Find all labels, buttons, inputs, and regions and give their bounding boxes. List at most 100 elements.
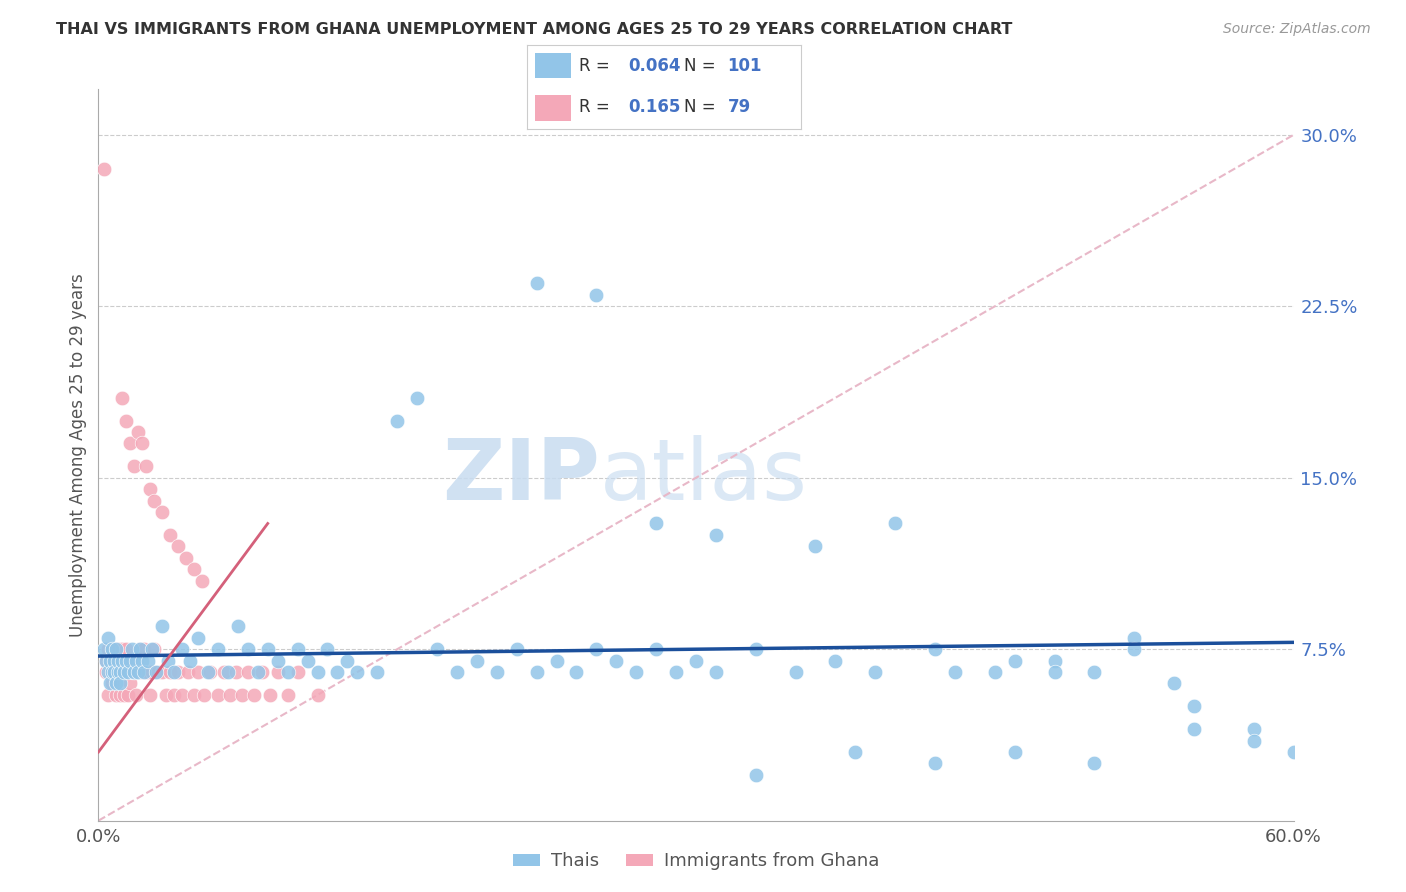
Point	[121, 665, 143, 679]
Point	[121, 642, 143, 657]
FancyBboxPatch shape	[536, 95, 571, 120]
Point	[605, 654, 627, 668]
Point	[546, 654, 568, 668]
Point	[943, 665, 966, 679]
Point	[124, 665, 146, 679]
Point	[139, 688, 162, 702]
Point	[124, 665, 146, 679]
Point	[120, 676, 142, 690]
Point	[103, 654, 125, 668]
Point	[105, 642, 128, 657]
Point	[145, 665, 167, 679]
Point	[485, 665, 508, 679]
Point	[131, 436, 153, 450]
Point	[236, 665, 259, 679]
Point	[844, 745, 866, 759]
Point	[96, 665, 118, 679]
Point	[111, 391, 134, 405]
Point	[207, 642, 229, 657]
Point	[93, 162, 115, 177]
Point	[96, 654, 118, 668]
Point	[246, 665, 269, 679]
Point	[150, 505, 173, 519]
Point	[159, 665, 181, 679]
Point	[307, 688, 329, 702]
Point	[134, 642, 156, 657]
Point	[685, 654, 707, 668]
Point	[115, 665, 138, 679]
Point	[105, 688, 128, 702]
Text: R =: R =	[579, 57, 616, 75]
Point	[125, 654, 148, 668]
Point	[105, 642, 128, 657]
Point	[167, 539, 190, 553]
Point	[155, 688, 177, 702]
Point	[277, 688, 299, 702]
Point	[124, 459, 146, 474]
Text: THAI VS IMMIGRANTS FROM GHANA UNEMPLOYMENT AMONG AGES 25 TO 29 YEARS CORRELATION: THAI VS IMMIGRANTS FROM GHANA UNEMPLOYME…	[56, 22, 1012, 37]
Point	[98, 654, 122, 668]
Point	[226, 619, 249, 633]
Point	[187, 665, 209, 679]
Point	[115, 642, 138, 657]
Point	[134, 665, 156, 679]
Point	[110, 676, 132, 690]
Point	[129, 642, 152, 657]
Point	[131, 665, 153, 679]
Point	[101, 642, 124, 657]
Point	[1123, 642, 1146, 657]
Point	[107, 665, 129, 679]
Point	[157, 654, 180, 668]
Text: ZIP: ZIP	[443, 435, 600, 518]
Point	[1182, 699, 1205, 714]
Point	[198, 665, 221, 679]
Point	[163, 665, 186, 679]
Point	[1004, 745, 1026, 759]
Point	[101, 676, 124, 690]
Point	[187, 631, 209, 645]
Point	[1043, 654, 1066, 668]
Text: N =: N =	[683, 57, 720, 75]
Point	[924, 642, 946, 657]
Point	[366, 665, 388, 679]
Point	[1043, 665, 1066, 679]
Point	[526, 665, 548, 679]
Point	[135, 459, 157, 474]
Point	[865, 665, 887, 679]
Text: 79: 79	[727, 98, 751, 116]
Point	[1083, 756, 1105, 771]
Point	[884, 516, 907, 531]
Point	[307, 665, 329, 679]
Text: 0.165: 0.165	[628, 98, 681, 116]
Point	[112, 688, 135, 702]
Point	[267, 665, 290, 679]
Point	[824, 654, 846, 668]
Point	[120, 654, 142, 668]
Legend: Thais, Immigrants from Ghana: Thais, Immigrants from Ghana	[506, 845, 886, 878]
Point	[745, 768, 768, 782]
Point	[101, 665, 124, 679]
Point	[117, 688, 139, 702]
Text: Source: ZipAtlas.com: Source: ZipAtlas.com	[1223, 22, 1371, 37]
Point	[107, 642, 129, 657]
Point	[297, 654, 319, 668]
Point	[115, 654, 138, 668]
Point	[565, 665, 588, 679]
Point	[131, 654, 153, 668]
Point	[183, 562, 205, 576]
Point	[111, 654, 134, 668]
Point	[112, 654, 135, 668]
Point	[125, 688, 148, 702]
Point	[1243, 723, 1265, 737]
Point	[406, 391, 429, 405]
Point	[645, 516, 668, 531]
Point	[250, 665, 273, 679]
Text: N =: N =	[683, 98, 720, 116]
Point	[426, 642, 449, 657]
Point	[93, 642, 115, 657]
Point	[179, 654, 201, 668]
Point	[219, 688, 242, 702]
Y-axis label: Unemployment Among Ages 25 to 29 years: Unemployment Among Ages 25 to 29 years	[69, 273, 87, 637]
Text: R =: R =	[579, 98, 616, 116]
Point	[1182, 723, 1205, 737]
